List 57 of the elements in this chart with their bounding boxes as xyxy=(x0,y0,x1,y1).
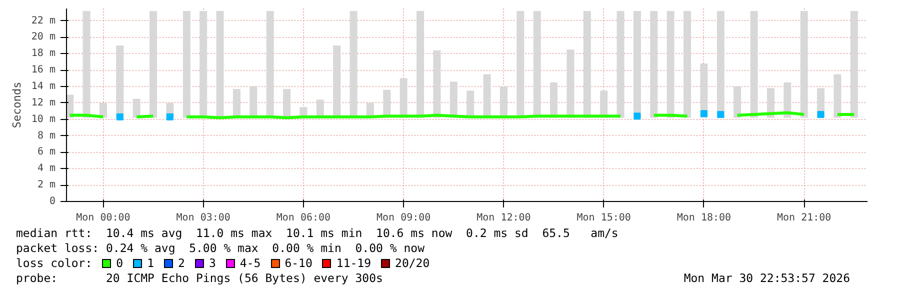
x-tick-label: Mon 00:00 xyxy=(76,212,130,224)
bar xyxy=(716,10,724,118)
y-axis-title: Seconds xyxy=(10,82,24,128)
bar xyxy=(734,86,742,118)
text: median rtt: 10.4 ms avg 11.0 ms max 10.1 ms min 10.6 ms now 0.2 ms sd 65.5 am/s xyxy=(16,226,620,241)
bar xyxy=(633,10,641,118)
bar xyxy=(216,10,224,118)
legend-label: 3 xyxy=(208,256,216,270)
y-tick-label: 14 m xyxy=(31,81,56,92)
bar xyxy=(116,45,124,118)
legend-label: 1 xyxy=(147,256,154,270)
bar xyxy=(850,10,858,118)
bar xyxy=(666,10,674,118)
legend-label: 2 xyxy=(178,256,185,270)
bar xyxy=(616,10,624,118)
bar xyxy=(650,10,658,118)
bar xyxy=(99,102,107,118)
text: Mon Mar 30 22:53:57 2026 xyxy=(684,271,850,286)
y-tick-label: 4 m xyxy=(37,163,56,174)
bar xyxy=(766,88,774,118)
bar xyxy=(800,10,808,118)
bar xyxy=(433,50,441,118)
x-tick-label: Mon 09:00 xyxy=(376,212,431,224)
x-tick-label: Mon 03:00 xyxy=(176,212,230,224)
text: probe: 20 ICMP Echo Pings (56 Bytes) every 300s xyxy=(16,271,383,285)
y-tick-label: 6 m xyxy=(37,146,56,158)
x-tick-label: Mon 12:00 xyxy=(476,212,531,224)
text: packet loss: 0.24 % avg 5.00 % max 0.00 % min 0.00 % now xyxy=(16,241,426,256)
y-tick-label: 20 m xyxy=(31,32,56,43)
x-tick-label: Mon 18:00 xyxy=(676,212,732,224)
bar xyxy=(132,98,140,118)
bar xyxy=(150,10,158,118)
y-tick-label: 18 m xyxy=(31,48,56,60)
x-tick-label: Mon 15:00 xyxy=(576,212,631,224)
y-tick-label: 22 m xyxy=(31,15,56,26)
bar xyxy=(684,10,692,118)
y-tick-label: 8 m xyxy=(37,130,56,142)
bar xyxy=(283,88,291,118)
bar xyxy=(450,82,458,118)
x-tick-label: Mon 21:00 xyxy=(776,212,832,224)
x-tick-label: Mon 06:00 xyxy=(276,212,331,224)
bar xyxy=(182,10,190,118)
bar xyxy=(834,74,842,118)
bar xyxy=(82,10,90,118)
bar xyxy=(750,10,758,118)
bar xyxy=(784,82,792,118)
legend-label: 0 xyxy=(116,256,124,270)
legend-label: 6-10 xyxy=(284,256,312,270)
y-tick-label: 10 m xyxy=(31,114,56,125)
legend-label: 4-5 xyxy=(240,256,261,270)
legend-label: 11-19 xyxy=(336,256,372,270)
legend-title: loss color: xyxy=(16,256,92,270)
y-tick-label: 12 m xyxy=(31,97,56,108)
y-tick-label: 0 xyxy=(49,196,56,207)
y-tick-label: 16 m xyxy=(31,64,56,76)
legend-label: 20/20 xyxy=(395,256,430,270)
y-tick-label: 2 m xyxy=(37,180,56,191)
